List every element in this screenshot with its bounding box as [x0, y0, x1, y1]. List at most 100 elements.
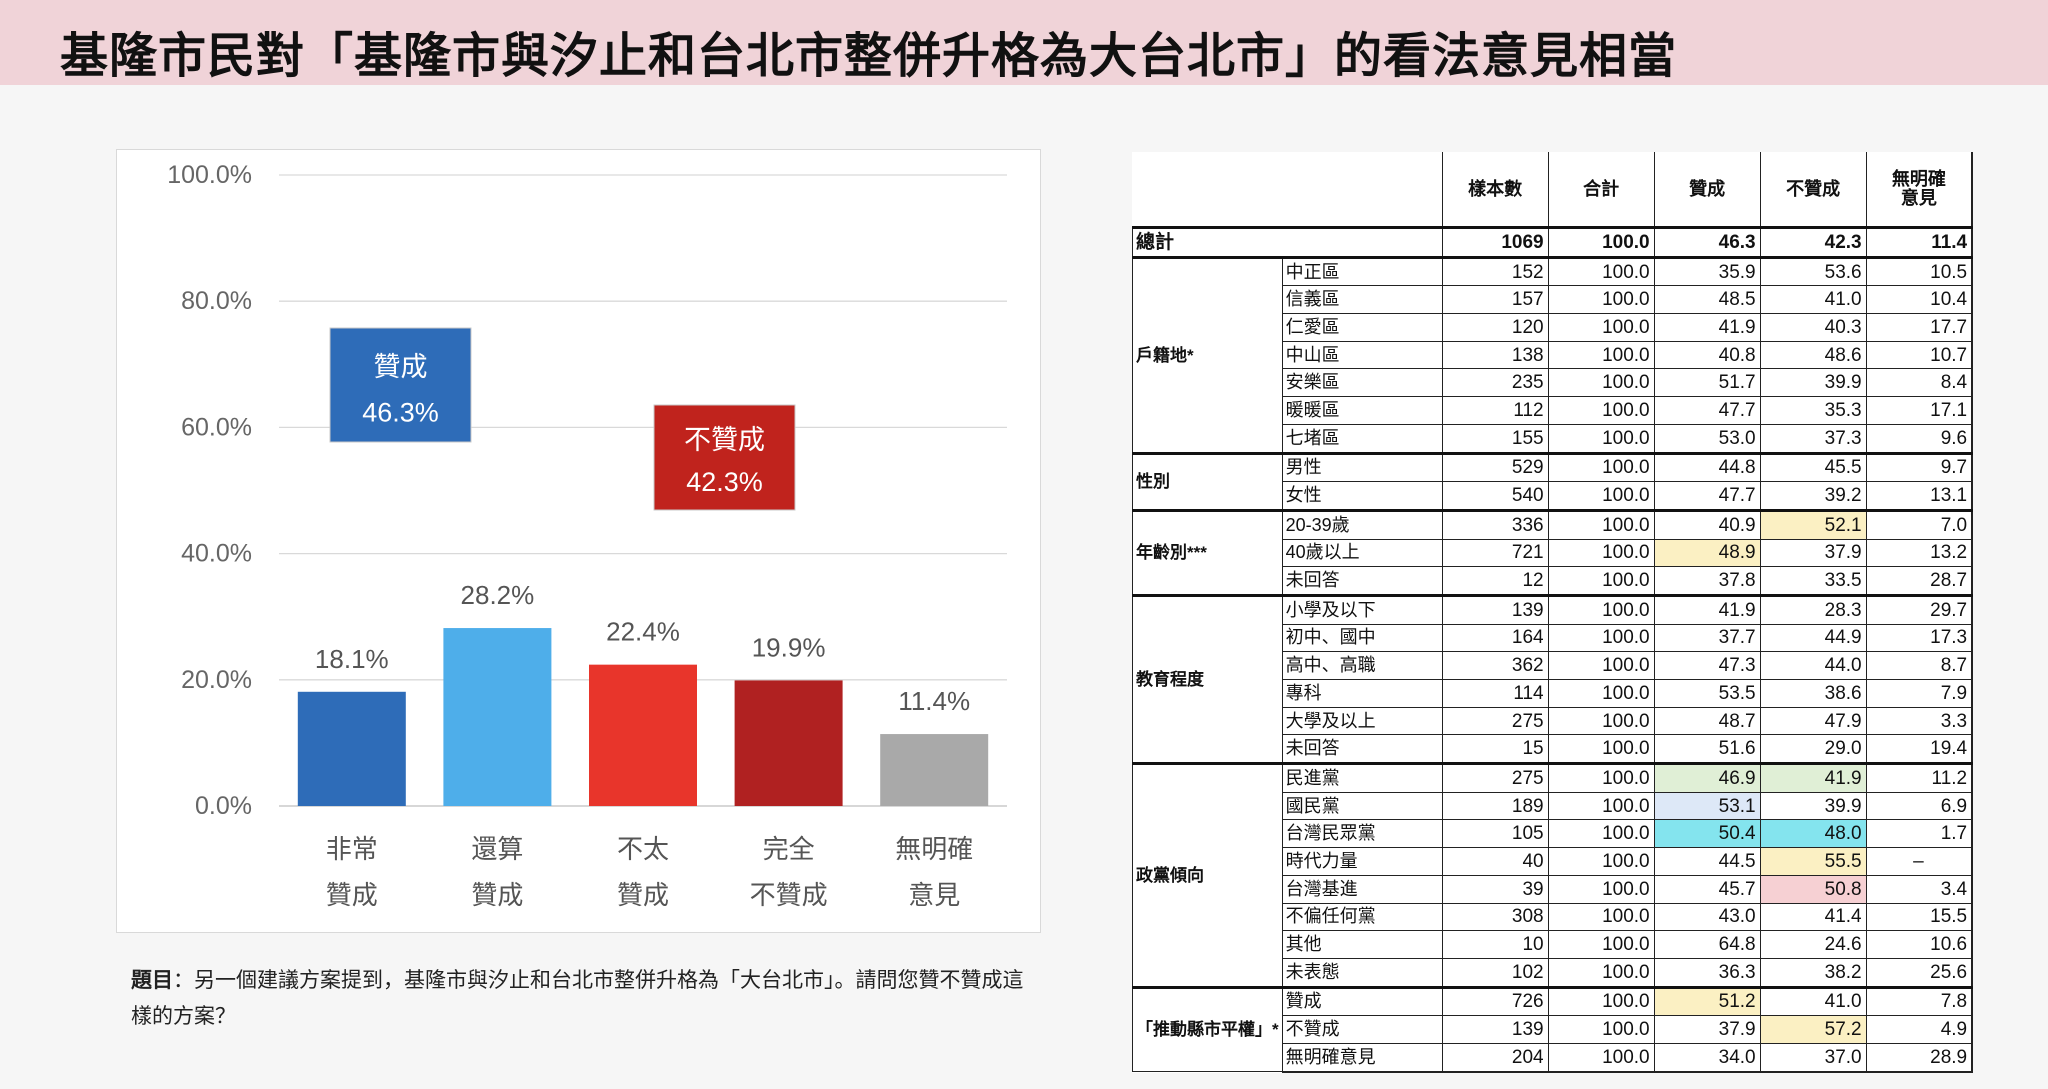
table-cell: 35.3	[1759, 396, 1867, 425]
group-label: 教育程度	[1132, 593, 1283, 765]
table-cell: 100.0	[1547, 593, 1655, 625]
table-cell: 8.4	[1865, 368, 1974, 398]
table-row: 台灣民眾黨 105 100.0 50.4 48.0 1.7	[1133, 819, 1974, 849]
table-cell: 189	[1441, 791, 1549, 821]
table-row: 教育程度 小學及以下 139 100.0 41.9 28.3 29.7	[1132, 593, 1974, 765]
table-cell: 529	[1441, 451, 1549, 483]
table-cell: 50.8	[1759, 874, 1867, 904]
table-row: 台灣基進 39 100.0 45.7 50.8 3.4	[1133, 874, 1974, 904]
table-cell: 100.0	[1547, 623, 1655, 653]
table-cell: 100.0	[1547, 481, 1655, 511]
table-cell: 48.5	[1653, 285, 1761, 315]
row-label: 無明確意見	[1281, 1042, 1443, 1073]
table-cell: 157	[1441, 285, 1549, 315]
table-cell: 41.9	[1653, 313, 1761, 342]
y-tick-label: 80.0%	[181, 287, 252, 315]
table-cell: 41.4	[1759, 902, 1867, 932]
table-cell: 51.7	[1653, 368, 1761, 398]
table-cell: 100.0	[1547, 508, 1655, 540]
table-cell: 13.2	[1865, 538, 1974, 568]
table-row: 信義區 157 100.0 48.5 41.0 10.4	[1133, 285, 1974, 315]
row-label: 暖暖區	[1281, 396, 1443, 425]
table-cell: 29.0	[1759, 734, 1867, 765]
bar	[734, 680, 843, 806]
table-cell: 48.7	[1653, 706, 1761, 736]
table-cell: 37.0	[1759, 1042, 1867, 1073]
table-cell: 100.0	[1547, 538, 1655, 568]
x-tick-label: 贊成	[326, 881, 378, 911]
row-label: 專科	[1281, 679, 1443, 708]
table-cell: 100.0	[1547, 256, 1655, 287]
table-cell: 105	[1441, 819, 1549, 849]
row-label: 不贊成	[1281, 1015, 1443, 1044]
table-cell: 10.6	[1865, 930, 1974, 959]
table-cell: 6.9	[1865, 791, 1974, 821]
table-cell: 47.3	[1653, 651, 1761, 680]
group-label: 年齡別***	[1132, 508, 1283, 596]
row-label: 男性	[1281, 451, 1443, 483]
table-cell: 34.0	[1653, 1042, 1761, 1073]
table-cell: 10.5	[1865, 256, 1974, 287]
question-body: ：另一個建議方案提到，基隆市與汐止和台北市整併升格為「大台北市」。請問您贊不贊成…	[131, 968, 1024, 1028]
row-label: 高中、高職	[1281, 651, 1443, 680]
table-cell: 100.0	[1547, 957, 1655, 988]
question-label: 題目	[131, 968, 173, 992]
table-cell: 40	[1441, 847, 1549, 876]
row-label: 大學及以上	[1281, 706, 1443, 736]
table-cell: 100.0	[1547, 791, 1655, 821]
table-cell: 41.0	[1759, 985, 1867, 1017]
table-cell: 100.0	[1547, 819, 1655, 849]
row-label: 安樂區	[1281, 368, 1443, 398]
table-cell: 100.0	[1547, 930, 1655, 959]
table-cell: 7.9	[1865, 679, 1974, 708]
table-cell: 52.1	[1759, 508, 1867, 540]
crosstab-table: 樣本數 合計 贊成 不贊成 無明確 意見 總計 1069 100.0 46.3 42.3 11.4 戶籍…	[1132, 152, 1974, 1073]
table-cell: 3.3	[1865, 706, 1974, 736]
column-header: 無明確 意見	[1865, 152, 1974, 228]
table-row: 無明確意見 204 100.0 34.0 37.0 28.9	[1133, 1042, 1974, 1073]
data-label: 19.9%	[752, 632, 826, 662]
bar-chart: 0.0%20.0%40.0%60.0%80.0%100.0%18.1%非常贊成2…	[167, 161, 1007, 911]
group-label: 戶籍地*	[1132, 256, 1283, 454]
table-cell: 100.0	[1547, 368, 1655, 398]
table-cell: 40.3	[1759, 313, 1867, 342]
total-cell: 42.3	[1759, 226, 1867, 259]
x-tick-label: 贊成	[471, 881, 523, 911]
row-label: 20-39歲	[1281, 508, 1443, 540]
table-cell: 100.0	[1547, 706, 1655, 736]
table-cell: 28.7	[1865, 566, 1974, 596]
table-cell: 726	[1441, 985, 1549, 1017]
table-row: 專科 114 100.0 53.5 38.6 7.9	[1133, 679, 1974, 708]
table-cell: 39	[1441, 874, 1549, 904]
total-cell: 100.0	[1547, 226, 1655, 259]
table-cell: 100.0	[1547, 874, 1655, 904]
table-cell: 100.0	[1547, 566, 1655, 596]
row-label: 台灣基進	[1281, 874, 1443, 904]
row-label: 台灣民眾黨	[1281, 819, 1443, 849]
table-cell: 540	[1441, 481, 1549, 511]
table-cell: 7.0	[1865, 508, 1974, 540]
table-cell: 15.5	[1865, 902, 1974, 932]
table-cell: 7.8	[1865, 985, 1974, 1017]
table-cell: 25.6	[1865, 957, 1974, 988]
table-cell: 10	[1441, 930, 1549, 959]
data-label: 18.1%	[315, 644, 389, 674]
table-row: 仁愛區 120 100.0 41.9 40.3 17.7	[1133, 313, 1974, 342]
table-cell: 102	[1441, 957, 1549, 988]
title-banner: 基隆市民對「基隆市與汐止和台北市整併升格為大台北市」的看法意見相當	[0, 0, 2048, 85]
table-cell: 53.6	[1759, 256, 1867, 287]
table-cell: 41.9	[1759, 762, 1867, 793]
table-cell: 100.0	[1547, 285, 1655, 315]
table-cell: 15	[1441, 734, 1549, 765]
row-label: 40歲以上	[1281, 538, 1443, 568]
table-cell: 9.6	[1865, 423, 1974, 454]
row-label: 未回答	[1281, 566, 1443, 596]
table-row: 未表態 102 100.0 36.3 38.2 25.6	[1133, 957, 1974, 988]
total-cell: 46.3	[1653, 226, 1761, 259]
table-cell: 164	[1441, 623, 1549, 653]
y-tick-label: 0.0%	[195, 792, 252, 820]
table-cell: 33.5	[1759, 566, 1867, 596]
table-cell: 100.0	[1547, 451, 1655, 483]
row-label: 時代力量	[1281, 847, 1443, 876]
table-cell: 139	[1441, 593, 1549, 625]
